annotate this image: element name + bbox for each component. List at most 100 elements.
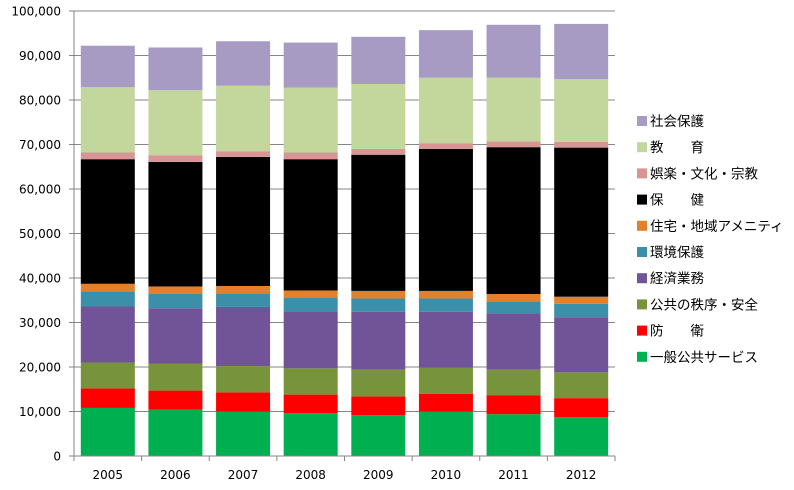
bar-segment-2008-4 [283, 298, 338, 312]
bar-segment-2007-5 [216, 286, 271, 294]
legend-label: 公共の秩序・安全 [650, 296, 758, 313]
bar-segment-2012-5 [554, 296, 609, 304]
bar-segment-2005-8 [80, 87, 135, 153]
bar-segment-2010-0 [418, 411, 473, 456]
bar-segment-2012-8 [554, 79, 609, 142]
legend-label: 教 育 [650, 140, 704, 156]
bar-segment-2005-5 [80, 283, 135, 292]
legend-swatch [637, 142, 647, 153]
bar-segment-2011-9 [486, 24, 541, 78]
legend-swatch [637, 273, 647, 284]
bar-segment-2007-4 [216, 293, 271, 307]
bar-segment-2006-2 [148, 363, 203, 391]
bar-segment-2006-5 [148, 286, 203, 295]
legend-swatch [637, 194, 647, 205]
bar-segment-2011-5 [486, 294, 541, 302]
bar-segment-2010-3 [418, 311, 473, 368]
bar-segment-2008-5 [283, 290, 338, 299]
bar-segment-2008-6 [283, 159, 338, 291]
x-tick-label: 2011 [498, 468, 529, 482]
legend-label: 住宅・地域アメニティ [650, 219, 784, 235]
bar-segment-2012-2 [554, 372, 609, 399]
bar-segment-2006-0 [148, 409, 203, 456]
legend-swatch [637, 168, 647, 179]
legend-swatch [637, 299, 647, 310]
y-tick-label: 90,000 [19, 49, 61, 63]
bar-segment-2005-1 [80, 388, 135, 408]
bar-segment-2006-3 [148, 308, 203, 364]
bar-segment-2007-0 [216, 411, 271, 456]
y-tick-label: 30,000 [19, 316, 61, 330]
bar-segment-2010-8 [418, 77, 473, 144]
bar-segment-2007-1 [216, 392, 271, 412]
bar-segment-2008-7 [283, 152, 338, 160]
x-tick-label: 2007 [228, 468, 259, 482]
y-tick-label: 10,000 [19, 405, 61, 419]
y-tick-label: 80,000 [19, 94, 61, 108]
bar-segment-2011-1 [486, 395, 541, 415]
bar-segment-2009-1 [351, 396, 406, 416]
bar-segment-2009-2 [351, 369, 406, 397]
bar-segment-2007-9 [216, 41, 271, 86]
y-tick-label: 40,000 [19, 272, 61, 286]
bar-segment-2010-1 [418, 393, 473, 412]
y-tick-label: 20,000 [19, 361, 61, 375]
y-tick-label: 100,000 [11, 5, 61, 19]
bar-segment-2010-2 [418, 367, 473, 394]
x-tick-label: 2005 [93, 468, 124, 482]
bar-segment-2012-7 [554, 141, 609, 148]
legend-label: 一般公共サービス [650, 350, 758, 366]
y-tick-label: 60,000 [19, 183, 61, 197]
bar-segment-2012-4 [554, 303, 609, 318]
x-tick-label: 2008 [295, 468, 326, 482]
bar-segment-2006-7 [148, 155, 203, 162]
bar-segment-2005-6 [80, 159, 135, 284]
bar-segment-2008-8 [283, 87, 338, 153]
x-tick-label: 2006 [160, 468, 191, 482]
bar-segment-2007-7 [216, 151, 271, 157]
x-tick-label: 2010 [431, 468, 462, 482]
x-axis-tick-labels: 2005 2006 2007 2008 2009 2010 2011 2012 [93, 468, 597, 482]
bar-segment-2008-1 [283, 394, 338, 414]
bar-segment-2009-8 [351, 83, 406, 149]
bar-segment-2010-7 [418, 143, 473, 149]
bar-segment-2005-3 [80, 306, 135, 363]
bar-segment-2011-3 [486, 313, 541, 370]
bar-segment-2011-2 [486, 369, 541, 396]
bar-segment-2008-3 [283, 311, 338, 369]
legend-swatch [637, 247, 647, 257]
bar-segment-2009-9 [351, 36, 406, 84]
bar-segment-2012-9 [554, 23, 609, 80]
legend-swatch [637, 351, 647, 362]
axes [69, 10, 616, 461]
bar-segment-2011-7 [486, 141, 541, 148]
bar-segment-2008-2 [283, 368, 338, 395]
bar-segment-2012-6 [554, 147, 609, 297]
legend-label: 娯楽・文化・宗教 [650, 166, 758, 182]
bar-segment-2011-0 [486, 414, 541, 456]
y-axis-tick-labels: 0 10,000 20,000 30,000 40,000 50,000 60,000 70,… [11, 5, 61, 464]
legend-label: 保 健 [650, 193, 704, 209]
bar-segment-2005-0 [80, 407, 135, 456]
legend-label: 防 衛 [650, 324, 704, 340]
bar-segment-2006-6 [148, 161, 203, 287]
bar-segment-2005-9 [80, 45, 135, 88]
bar-segment-2012-0 [554, 417, 609, 456]
bar-segment-2007-3 [216, 306, 271, 367]
bar-segment-2011-6 [486, 147, 541, 295]
bar-segment-2010-6 [418, 148, 473, 291]
bar-segment-2006-9 [148, 47, 203, 91]
bar-segment-2009-4 [351, 298, 406, 312]
bar-segment-2007-2 [216, 366, 271, 393]
legend-label: 環境保護 [650, 245, 704, 261]
bar-segment-2012-1 [554, 398, 609, 418]
bar-segment-2009-6 [351, 154, 406, 291]
y-tick-label: 50,000 [19, 227, 61, 241]
bar-segment-2006-4 [148, 294, 203, 309]
legend-swatch [637, 325, 647, 336]
bar-segment-2006-8 [148, 90, 203, 156]
bar-segment-2006-1 [148, 390, 203, 410]
bars [80, 23, 609, 456]
